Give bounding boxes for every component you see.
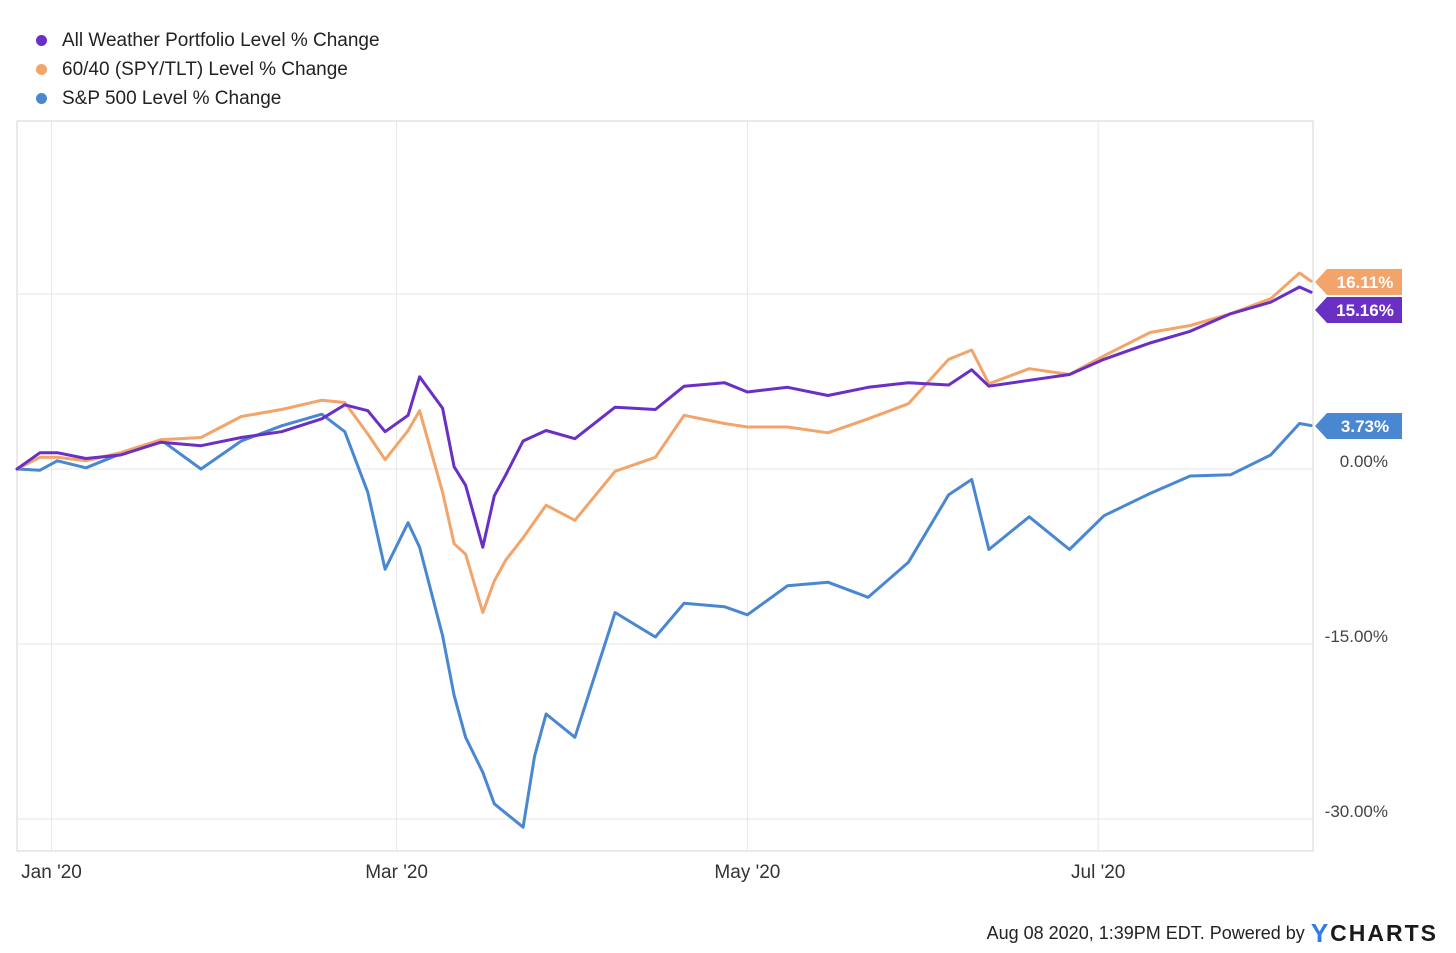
x-tick-label: Jan '20 [21, 862, 82, 883]
legend-label: All Weather Portfolio Level % Change [62, 29, 380, 51]
end-value-badge-bg [1315, 413, 1402, 439]
end-value-badge: 3.73% [1315, 413, 1402, 439]
y-tick-label: -30.00% [1325, 802, 1388, 821]
footer: Aug 08 2020, 1:39PM EDT. Powered by Y CH… [987, 918, 1438, 949]
y-tick-label: 0.00% [1340, 452, 1388, 471]
legend-item[interactable]: S&P 500 Level % Change [36, 84, 380, 113]
footer-timestamp: Aug 08 2020, 1:39PM EDT. Powered by [986, 923, 1305, 943]
legend-item[interactable]: All Weather Portfolio Level % Change [36, 26, 380, 55]
x-tick-label: Jul '20 [1071, 862, 1125, 883]
y-tick-label: -15.00% [1325, 627, 1388, 646]
legend: All Weather Portfolio Level % Change 60/4… [36, 26, 380, 113]
legend-label: 60/40 (SPY/TLT) Level % Change [62, 58, 348, 80]
ycharts-logo-text: CHARTS [1330, 920, 1438, 946]
end-value-text: 16.11% [1337, 273, 1394, 292]
end-value-badge: 15.16% [1315, 297, 1402, 323]
series-line [15, 271, 1313, 614]
legend-marker [36, 64, 47, 75]
legend-item[interactable]: 60/40 (SPY/TLT) Level % Change [36, 55, 380, 84]
legend-label: S&P 500 Level % Change [62, 87, 282, 109]
end-value-badge: 16.11% [1315, 269, 1402, 295]
x-tick-label: Mar '20 [365, 862, 428, 883]
series-line [15, 285, 1313, 549]
legend-marker [36, 93, 47, 104]
end-value-text: 15.16% [1336, 301, 1394, 320]
ycharts-logo-mark: Y [1310, 918, 1329, 948]
end-value-badge-bg [1315, 269, 1402, 295]
ycharts-logo[interactable]: Y CHARTS [1311, 918, 1438, 949]
end-value-badge-bg [1315, 297, 1402, 323]
legend-marker [36, 35, 47, 46]
end-value-text: 3.73% [1341, 417, 1389, 436]
x-tick-label: May '20 [714, 862, 780, 883]
plot-frame [16, 120, 1314, 852]
series-line [15, 412, 1313, 829]
